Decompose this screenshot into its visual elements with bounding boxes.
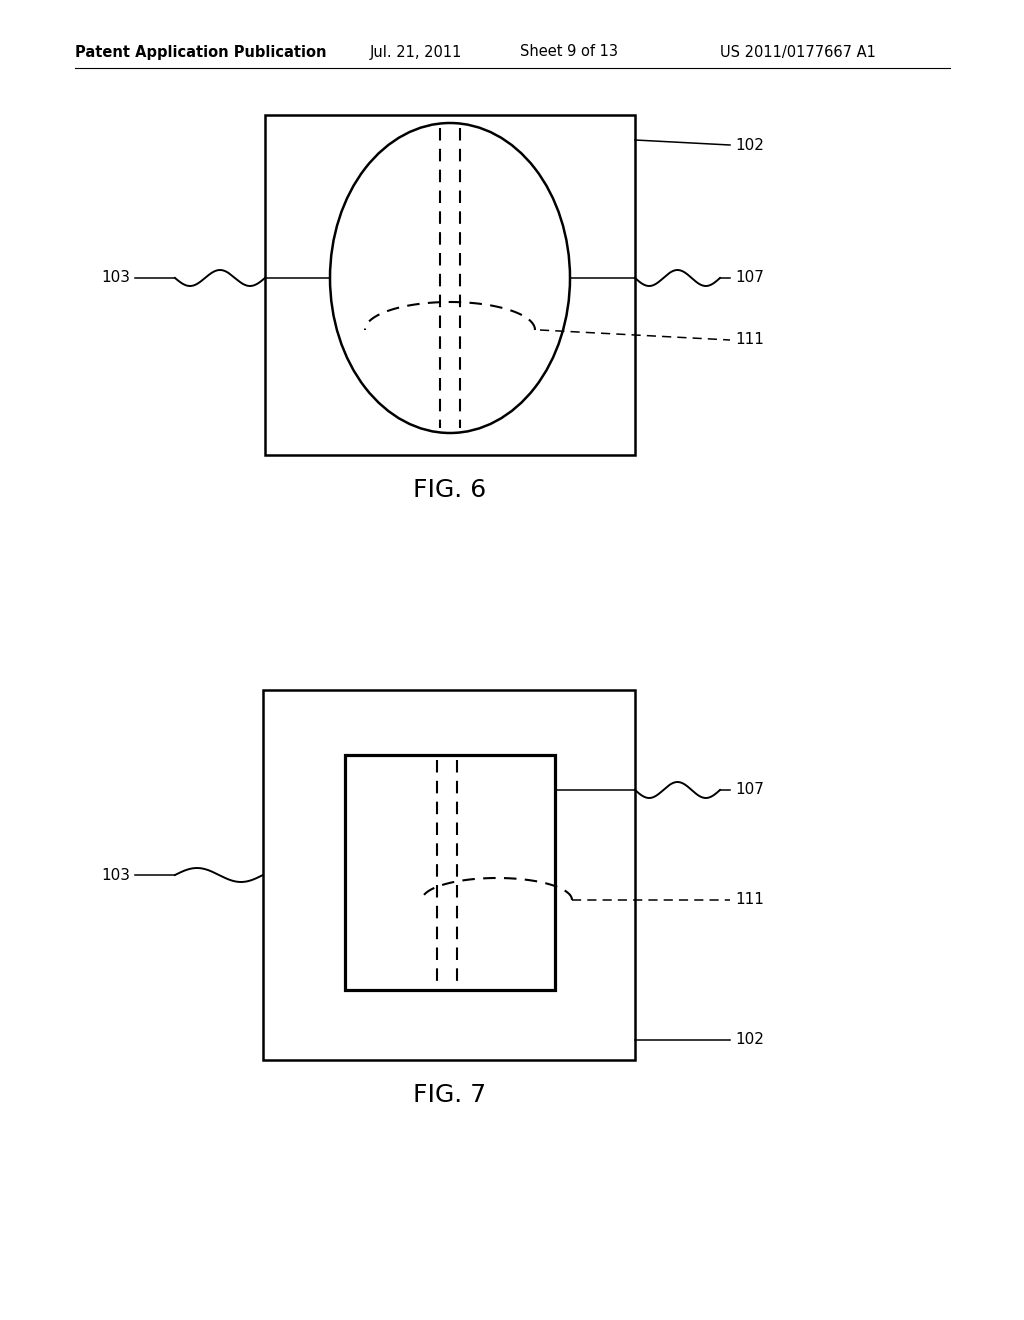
Text: 102: 102 bbox=[735, 1032, 764, 1048]
Text: 103: 103 bbox=[101, 867, 130, 883]
Text: FIG. 7: FIG. 7 bbox=[414, 1082, 486, 1107]
Text: US 2011/0177667 A1: US 2011/0177667 A1 bbox=[720, 45, 876, 59]
Text: Jul. 21, 2011: Jul. 21, 2011 bbox=[370, 45, 463, 59]
Text: FIG. 6: FIG. 6 bbox=[414, 478, 486, 502]
Text: 111: 111 bbox=[735, 333, 764, 347]
Text: 107: 107 bbox=[735, 783, 764, 797]
Bar bbox=[345, 755, 555, 990]
Text: Sheet 9 of 13: Sheet 9 of 13 bbox=[520, 45, 618, 59]
Text: Patent Application Publication: Patent Application Publication bbox=[75, 45, 327, 59]
Text: 107: 107 bbox=[735, 271, 764, 285]
Text: 103: 103 bbox=[101, 271, 130, 285]
Text: 111: 111 bbox=[735, 892, 764, 908]
Bar bbox=[263, 690, 635, 1060]
Bar bbox=[265, 115, 635, 455]
Text: 102: 102 bbox=[735, 137, 764, 153]
